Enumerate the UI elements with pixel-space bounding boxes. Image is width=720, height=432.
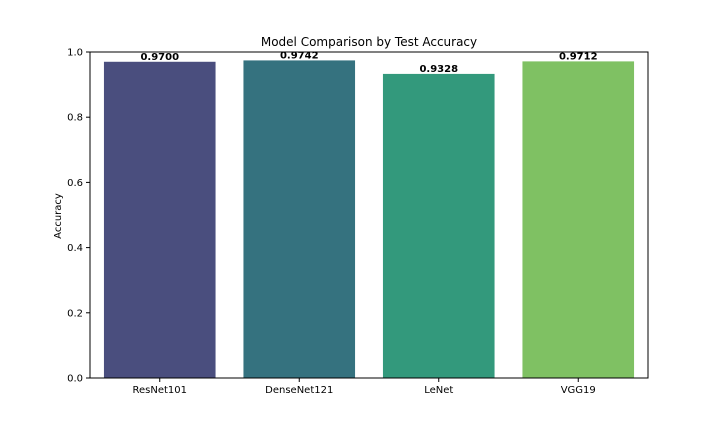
x-tick-label-lenet: LeNet xyxy=(424,385,453,396)
bar-resnet101 xyxy=(104,62,216,378)
y-tick-label: 0.8 xyxy=(67,113,83,124)
y-tick-label: 0.0 xyxy=(67,374,83,385)
x-tick-label-vgg19: VGG19 xyxy=(561,385,596,396)
y-axis-label: Accuracy xyxy=(53,193,64,239)
x-tick-label-densenet121: DenseNet121 xyxy=(265,385,333,396)
y-tick-label: 0.6 xyxy=(67,178,83,189)
data-label-lenet: 0.9328 xyxy=(419,64,458,75)
bar-vgg19 xyxy=(522,61,634,378)
y-tick-label: 0.4 xyxy=(67,243,83,254)
data-label-resnet101: 0.9700 xyxy=(140,52,179,63)
x-tick-label-resnet101: ResNet101 xyxy=(132,385,187,396)
bar-lenet xyxy=(383,74,495,378)
chart-title: Model Comparison by Test Accuracy xyxy=(261,35,477,49)
y-tick-label: 1.0 xyxy=(67,48,83,59)
data-label-vgg19: 0.9712 xyxy=(559,51,598,62)
y-tick-label: 0.2 xyxy=(67,308,83,319)
bar-densenet121 xyxy=(243,60,355,378)
